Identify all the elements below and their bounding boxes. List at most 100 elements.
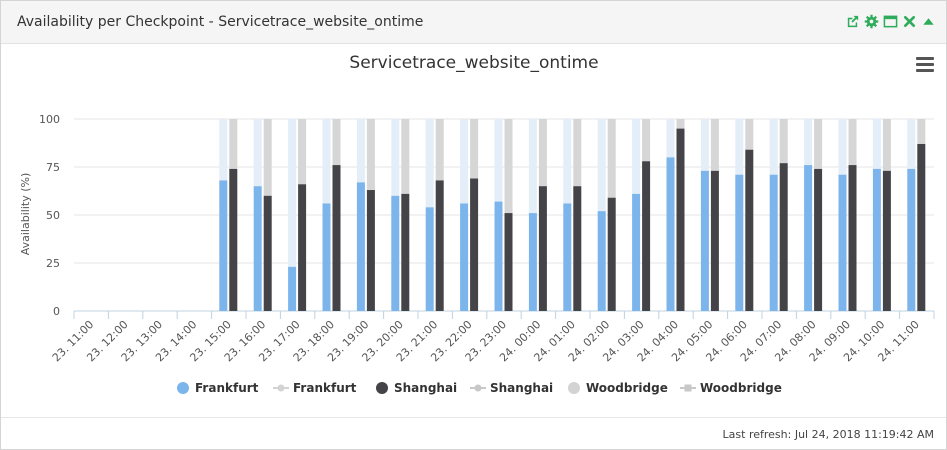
bar-shanghai	[470, 178, 479, 311]
bar-shanghai-remainder	[676, 119, 685, 129]
bar-shanghai	[573, 186, 582, 311]
legend-symbol	[568, 382, 580, 394]
bar-frankfurt-remainder	[700, 119, 709, 171]
bar-shanghai-remainder	[779, 119, 788, 164]
external-link-icon[interactable]	[845, 14, 860, 29]
y-tick-label: 50	[46, 209, 60, 222]
last-refresh-text: Last refresh: Jul 24, 2018 11:19:42 AM	[722, 428, 934, 441]
gear-icon[interactable]	[864, 14, 879, 29]
grid-lines	[74, 118, 934, 312]
bar-frankfurt-remainder	[494, 119, 503, 202]
legend-item[interactable]: Shanghai	[376, 381, 457, 395]
bar-frankfurt-remainder	[322, 119, 331, 204]
legend-symbol	[474, 384, 482, 392]
bars	[219, 119, 926, 311]
bar-frankfurt-remainder	[907, 119, 916, 169]
bar-frankfurt	[597, 211, 606, 311]
bar-frankfurt	[219, 180, 228, 311]
chart-area: Servicetrace_website_ontime Availability…	[1, 44, 946, 416]
bar-frankfurt	[356, 182, 365, 311]
bar-shanghai-remainder	[917, 119, 926, 144]
bar-frankfurt	[391, 195, 400, 311]
bar-shanghai-remainder	[745, 119, 754, 150]
legend-label: Shanghai	[490, 381, 553, 395]
y-tick-label: 75	[46, 161, 60, 174]
bar-frankfurt-remainder	[425, 119, 434, 208]
legend-item[interactable]: Woodbridge	[680, 381, 782, 395]
bar-frankfurt-remainder	[597, 119, 606, 212]
legend-symbol	[277, 384, 285, 392]
bar-frankfurt	[872, 168, 881, 311]
bar-frankfurt	[288, 266, 297, 311]
bar-shanghai-remainder	[401, 119, 410, 194]
bar-frankfurt	[563, 203, 572, 311]
bar-shanghai-remainder	[710, 119, 719, 171]
bar-shanghai	[435, 180, 444, 311]
legend-item[interactable]: Woodbridge	[568, 381, 668, 395]
legend-label: Shanghai	[394, 381, 457, 395]
bar-shanghai	[332, 165, 341, 311]
bar-shanghai	[814, 168, 823, 311]
menu-line	[916, 63, 934, 66]
chart-menu-button[interactable]	[916, 57, 934, 73]
legend-label: Frankfurt	[293, 381, 357, 395]
bar-frankfurt	[528, 213, 537, 311]
legend-item[interactable]: Frankfurt	[273, 381, 357, 395]
bar-shanghai	[538, 186, 547, 311]
legend-item[interactable]: Shanghai	[470, 381, 553, 395]
menu-line	[916, 69, 934, 72]
bar-frankfurt-remainder	[288, 119, 297, 267]
availability-chart: Servicetrace_website_ontime Availability…	[19, 53, 935, 395]
bar-shanghai-remainder	[848, 119, 857, 166]
bar-shanghai-remainder	[263, 119, 272, 196]
bar-shanghai	[263, 195, 272, 311]
collapse-icon[interactable]	[921, 14, 936, 29]
bar-shanghai-remainder	[229, 119, 238, 169]
bar-shanghai-remainder	[504, 119, 513, 214]
bar-frankfurt	[494, 201, 503, 311]
bar-frankfurt-remainder	[838, 119, 847, 175]
bar-shanghai	[366, 190, 375, 311]
bar-shanghai-remainder	[332, 119, 341, 166]
bar-shanghai-remainder	[298, 119, 307, 185]
y-axis-title: Availability (%)	[19, 173, 32, 256]
bar-shanghai-remainder	[882, 119, 891, 171]
bar-shanghai	[504, 213, 513, 311]
legend: Frankfurt Frankfurt Shanghai Shanghai Woodbr…	[177, 381, 782, 395]
bar-frankfurt-remainder	[769, 119, 778, 175]
y-tick-label: 0	[53, 305, 60, 318]
panel-header: Availability per Checkpoint - Servicetra…	[1, 1, 946, 44]
bar-shanghai	[642, 161, 651, 311]
bar-shanghai	[710, 170, 719, 311]
close-icon[interactable]	[902, 14, 917, 29]
bar-shanghai-remainder	[366, 119, 375, 191]
panel-footer: Last refresh: Jul 24, 2018 11:19:42 AM	[1, 417, 946, 450]
bar-frankfurt	[700, 170, 709, 311]
bar-frankfurt-remainder	[632, 119, 641, 194]
bar-frankfurt-remainder	[563, 119, 572, 204]
maximize-icon[interactable]	[883, 14, 898, 29]
bar-frankfurt	[907, 168, 916, 311]
bar-frankfurt-remainder	[219, 119, 228, 181]
bar-frankfurt	[253, 186, 262, 311]
bar-frankfurt-remainder	[460, 119, 469, 204]
bar-frankfurt	[322, 203, 331, 311]
legend-item[interactable]: Frankfurt	[177, 381, 259, 395]
bar-shanghai	[401, 193, 410, 311]
bar-frankfurt-remainder	[666, 119, 675, 158]
legend-label: Frankfurt	[195, 381, 259, 395]
bar-shanghai-remainder	[470, 119, 479, 179]
bar-frankfurt-remainder	[391, 119, 400, 196]
bar-frankfurt-remainder	[528, 119, 537, 214]
y-tick-label: 25	[46, 257, 60, 270]
bar-shanghai	[607, 197, 616, 311]
y-tick-label: 100	[39, 113, 60, 126]
chart-title: Servicetrace_website_ontime	[349, 53, 598, 73]
bar-shanghai	[745, 149, 754, 311]
bar-shanghai	[882, 170, 891, 311]
legend-symbol	[177, 382, 189, 394]
bar-shanghai	[779, 163, 788, 311]
bar-shanghai	[298, 184, 307, 311]
bar-frankfurt	[666, 157, 675, 311]
